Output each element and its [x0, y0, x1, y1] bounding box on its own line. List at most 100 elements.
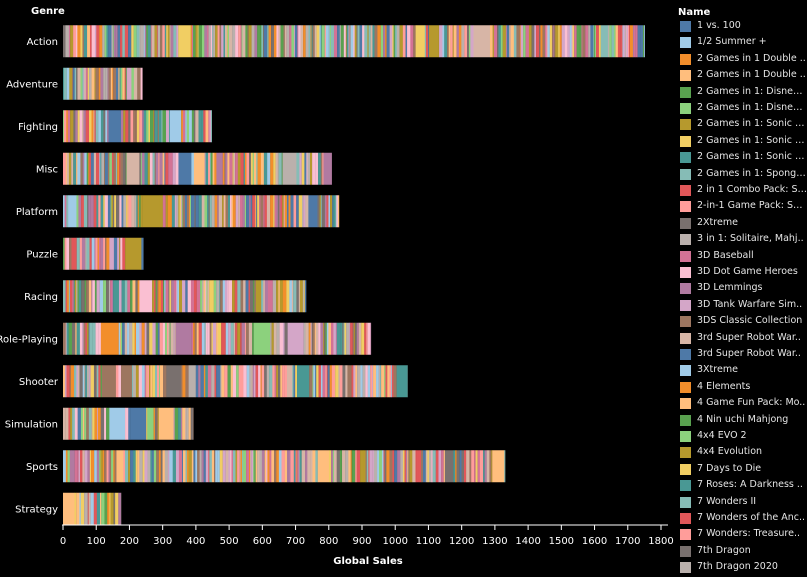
bar-segment[interactable] — [155, 152, 159, 185]
bar-segment[interactable] — [121, 195, 124, 228]
bar-segment[interactable] — [351, 450, 353, 483]
bar-segment[interactable] — [168, 110, 171, 143]
bar-segment[interactable] — [80, 152, 83, 185]
bar-segment[interactable] — [276, 280, 279, 313]
bar-segment[interactable] — [230, 322, 234, 355]
bar-segment[interactable] — [320, 195, 322, 228]
bar-segment[interactable] — [91, 280, 93, 313]
bar-segment[interactable] — [175, 450, 180, 483]
bar-segment[interactable] — [175, 152, 179, 185]
bar-segment[interactable] — [88, 280, 90, 313]
bar-segment[interactable] — [110, 237, 115, 270]
bar-segment[interactable] — [197, 450, 200, 483]
bar-segment[interactable] — [377, 25, 381, 58]
bar-segment[interactable] — [352, 322, 355, 355]
bar-segment[interactable] — [63, 67, 65, 100]
bar-segment[interactable] — [267, 450, 270, 483]
bar-segment[interactable] — [88, 152, 90, 185]
bar-segment[interactable] — [158, 280, 160, 313]
bar-segment[interactable] — [162, 322, 166, 355]
bar-segment[interactable] — [154, 25, 158, 58]
bar-segment[interactable] — [158, 152, 160, 185]
bar-segment[interactable] — [65, 450, 68, 483]
bar-segment[interactable] — [453, 25, 457, 58]
bar-segment[interactable] — [283, 25, 285, 58]
bar-segment[interactable] — [109, 492, 111, 525]
bar-segment[interactable] — [259, 195, 261, 228]
bar-segment[interactable] — [65, 152, 68, 185]
bar-segment[interactable] — [216, 152, 220, 185]
bar-segment[interactable] — [213, 280, 217, 313]
bar-segment[interactable] — [85, 67, 88, 100]
bar-segment[interactable] — [150, 450, 153, 483]
bar-segment[interactable] — [290, 450, 294, 483]
bar-segment[interactable] — [91, 450, 95, 483]
bar-segment[interactable] — [428, 25, 430, 58]
bar-segment[interactable] — [384, 365, 386, 398]
legend-item[interactable]: 4x4 Evolution — [678, 445, 807, 461]
bar-segment[interactable] — [104, 25, 107, 58]
bar-segment[interactable] — [207, 280, 210, 313]
bar-segment[interactable] — [335, 365, 339, 398]
bar-segment[interactable] — [370, 365, 373, 398]
bar-segment[interactable] — [178, 195, 180, 228]
bar-segment[interactable] — [620, 25, 623, 58]
bar-segment[interactable] — [579, 25, 582, 58]
bar-segment[interactable] — [303, 195, 306, 228]
bar-segment[interactable] — [208, 152, 211, 185]
bar-segment[interactable] — [120, 110, 124, 143]
bar-segment[interactable] — [227, 365, 231, 398]
bar-segment[interactable] — [479, 450, 484, 483]
bar-segment[interactable] — [296, 152, 300, 185]
bar-segment[interactable] — [147, 450, 151, 483]
legend-item[interactable]: 1 vs. 100 — [678, 19, 807, 35]
bar-segment[interactable] — [63, 110, 65, 143]
bar-segment[interactable] — [326, 322, 329, 355]
bar-segment[interactable] — [469, 450, 472, 483]
bar-segment[interactable] — [271, 25, 275, 58]
bar-segment[interactable] — [215, 25, 218, 58]
bar-segment[interactable] — [637, 25, 641, 58]
bar-segment[interactable] — [80, 492, 85, 525]
bar-segment[interactable] — [281, 450, 285, 483]
bar-segment[interactable] — [253, 450, 255, 483]
bar-segment[interactable] — [384, 450, 387, 483]
bar-segment[interactable] — [348, 25, 350, 58]
bar-segment[interactable] — [316, 25, 320, 58]
bar-segment[interactable] — [257, 450, 260, 483]
bar-segment[interactable] — [444, 25, 448, 58]
bar-segment[interactable] — [311, 322, 313, 355]
bar-segment[interactable] — [348, 365, 352, 398]
bar-segment[interactable] — [180, 195, 182, 228]
bar-segment[interactable] — [179, 195, 182, 228]
bar-segment[interactable] — [150, 25, 152, 58]
bar-segment[interactable] — [147, 365, 150, 398]
bar-segment[interactable] — [319, 25, 321, 58]
bar-segment[interactable] — [95, 67, 99, 100]
bar-segment[interactable] — [300, 25, 304, 58]
bar-segment[interactable] — [121, 280, 125, 313]
bar-segment[interactable] — [64, 237, 67, 270]
bar-segment[interactable] — [329, 365, 332, 398]
bar-segment[interactable] — [68, 195, 77, 228]
bar-segment[interactable] — [122, 322, 125, 355]
bar-segment[interactable] — [448, 25, 451, 58]
bar-segment[interactable] — [392, 450, 395, 483]
bar-segment[interactable] — [266, 195, 271, 228]
bar-segment[interactable] — [131, 365, 134, 398]
bar-segment[interactable] — [249, 152, 252, 185]
bar-segment[interactable] — [76, 152, 78, 185]
legend-item[interactable]: 3D Baseball — [678, 249, 807, 265]
bar-segment[interactable] — [264, 195, 268, 228]
bar-segment[interactable] — [86, 407, 89, 440]
bar-segment[interactable] — [211, 322, 213, 355]
bar-segment[interactable] — [307, 152, 311, 185]
legend-item[interactable]: 2 in 1 Combo Pack: So.. — [678, 183, 807, 199]
bar-segment[interactable] — [204, 25, 208, 58]
bar-segment[interactable] — [281, 152, 283, 185]
bar-segment[interactable] — [272, 365, 275, 398]
bar-segment[interactable] — [71, 152, 74, 185]
bar-segment[interactable] — [364, 322, 367, 355]
bar-segment[interactable] — [180, 365, 183, 398]
bar-segment[interactable] — [264, 365, 267, 398]
